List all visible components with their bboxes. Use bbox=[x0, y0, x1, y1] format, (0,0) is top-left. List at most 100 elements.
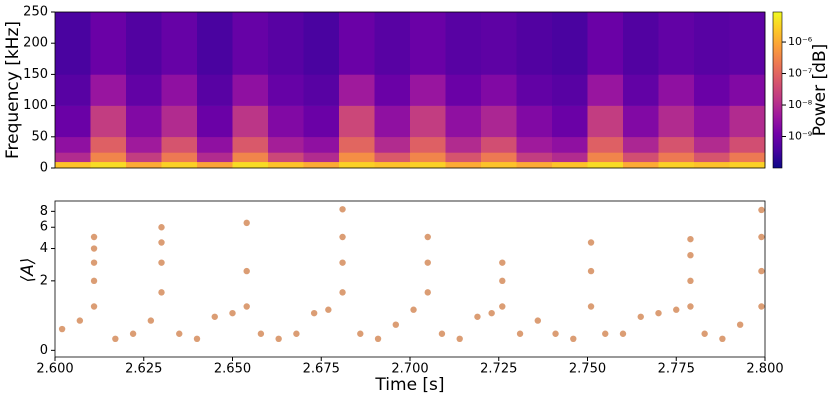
spectrogram-cell bbox=[516, 74, 553, 106]
data-point bbox=[193, 335, 201, 343]
data-point bbox=[158, 259, 165, 266]
data-point bbox=[339, 259, 346, 266]
plot-frame bbox=[54, 11, 766, 169]
spectrogram-cell bbox=[197, 136, 233, 153]
plot-frame bbox=[54, 200, 766, 358]
spectrogram-cell bbox=[445, 152, 482, 163]
spectrogram-cell bbox=[552, 12, 588, 75]
spectrogram-cell bbox=[445, 105, 482, 138]
x-tick-label: 2.725 bbox=[480, 362, 517, 377]
spectrogram-cell bbox=[197, 12, 233, 75]
spectrogram-cell bbox=[658, 12, 695, 75]
spectrogram-cell bbox=[90, 12, 127, 75]
data-point bbox=[637, 313, 644, 320]
spectrogram-cell bbox=[481, 161, 517, 169]
data-point bbox=[758, 206, 765, 214]
data-point bbox=[229, 309, 236, 317]
spectrogram-cell bbox=[90, 74, 127, 106]
spectrogram-cell bbox=[339, 161, 375, 169]
spectrogram-cell bbox=[303, 12, 340, 75]
spectrogram-cell bbox=[374, 105, 411, 138]
spectrogram-cell bbox=[658, 136, 695, 153]
colorbar-tick-label: 10⁻⁷ bbox=[788, 67, 812, 80]
spectrogram-cell bbox=[694, 136, 730, 153]
spectrogram-cell bbox=[161, 161, 198, 169]
data-point bbox=[687, 303, 694, 310]
x-tick-label: 2.775 bbox=[658, 362, 695, 377]
data-point bbox=[552, 330, 559, 337]
spectrogram-cell bbox=[587, 12, 624, 75]
x-tick-label: 2.700 bbox=[391, 362, 428, 377]
spectrogram-cell bbox=[658, 152, 695, 163]
y-tick-label: 2 bbox=[40, 273, 48, 288]
spectrogram-cell bbox=[232, 105, 269, 138]
x-tick-label: 2.675 bbox=[303, 362, 340, 377]
spectrogram-cell bbox=[445, 136, 482, 153]
data-point bbox=[129, 330, 137, 337]
spectrogram-cell bbox=[268, 136, 304, 153]
spectrogram-cell bbox=[694, 12, 730, 75]
spectrogram-cell bbox=[516, 136, 553, 153]
colorbar-tick-label: 10⁻⁹ bbox=[788, 130, 812, 143]
data-point bbox=[474, 313, 481, 320]
y-tick-label: 4 bbox=[40, 241, 48, 256]
spectrogram-cell bbox=[126, 105, 162, 138]
data-point bbox=[719, 335, 726, 343]
spectrogram-cell bbox=[232, 152, 269, 163]
spectrogram-cell bbox=[694, 74, 730, 106]
spectrogram-cell bbox=[587, 105, 624, 138]
spectrogram-cell bbox=[197, 152, 233, 163]
spectrogram-cell bbox=[481, 136, 517, 153]
data-point bbox=[176, 330, 183, 337]
spectrogram-cell bbox=[552, 105, 588, 138]
y-tick-label: 6 bbox=[40, 220, 48, 235]
spectrogram-cell bbox=[374, 74, 411, 106]
spectrogram-cell bbox=[55, 74, 91, 106]
spectrogram-cell bbox=[445, 161, 482, 169]
data-point bbox=[58, 325, 66, 333]
spectrogram-cell bbox=[374, 161, 411, 169]
spectrogram-cell bbox=[339, 152, 375, 163]
spectrogram-cell bbox=[658, 74, 695, 106]
spectrogram-cell bbox=[303, 161, 340, 169]
data-point bbox=[211, 313, 218, 320]
spectrogram-cell bbox=[161, 136, 198, 153]
spectrogram-cell bbox=[552, 74, 588, 106]
data-point bbox=[758, 267, 765, 275]
spectrogram-cell bbox=[339, 105, 375, 138]
spectrogram-cell bbox=[55, 105, 91, 138]
spectrogram-cell bbox=[232, 74, 269, 106]
spectrogram-cell bbox=[232, 12, 269, 75]
data-point bbox=[516, 330, 524, 337]
y-axis-label: Frequency [kHz] bbox=[3, 21, 23, 159]
spectrogram-cell bbox=[55, 136, 91, 153]
data-point bbox=[90, 233, 98, 241]
data-point bbox=[90, 245, 98, 252]
spectrogram-cell bbox=[623, 161, 659, 169]
spectrogram-cell bbox=[729, 136, 766, 153]
spectrogram-cell bbox=[623, 152, 659, 163]
data-point bbox=[758, 303, 765, 310]
y-tick-label: 50 bbox=[31, 129, 48, 144]
spectrogram-cell bbox=[729, 152, 766, 163]
spectrogram-cell bbox=[303, 74, 340, 106]
data-point bbox=[90, 259, 98, 266]
spectrogram-cell bbox=[481, 152, 517, 163]
data-point bbox=[687, 251, 694, 259]
data-point bbox=[602, 330, 609, 337]
data-point bbox=[158, 239, 165, 246]
y-tick-label: 0 bbox=[40, 161, 48, 176]
spectrogram-cell bbox=[374, 136, 411, 153]
data-point bbox=[257, 330, 265, 337]
spectrogram-cell bbox=[197, 161, 233, 169]
y-axis-label: ⟨A⟩ bbox=[18, 258, 38, 283]
data-point bbox=[570, 335, 577, 343]
colorbar-tick-label: 10⁻⁸ bbox=[788, 98, 813, 111]
spectrogram-cell bbox=[339, 136, 375, 153]
data-point bbox=[438, 330, 446, 337]
data-point bbox=[701, 330, 708, 337]
spectrogram-cell bbox=[729, 105, 766, 138]
spectrogram-cell bbox=[410, 105, 446, 138]
data-point bbox=[158, 224, 165, 231]
